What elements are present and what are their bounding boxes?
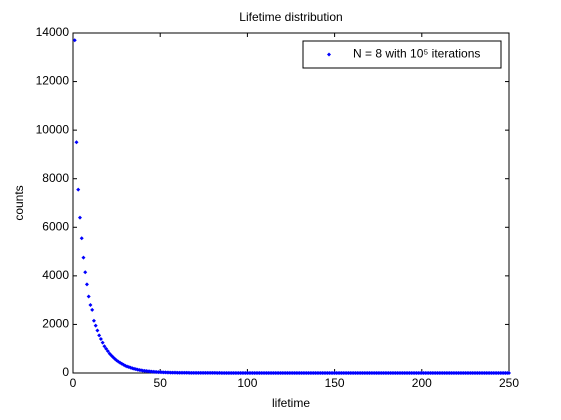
point: [91, 318, 96, 323]
point: [90, 307, 95, 312]
x-tick-label: 250: [499, 376, 519, 390]
y-tick-label: 2000: [42, 317, 69, 331]
point: [76, 187, 81, 192]
y-tick-label: 8000: [42, 171, 69, 185]
point: [97, 333, 102, 338]
point: [84, 282, 89, 287]
point: [72, 38, 77, 43]
y-tick-label: 14000: [36, 25, 70, 39]
x-axis-label: lifetime: [272, 396, 310, 410]
y-axis-label: counts: [12, 185, 26, 220]
y-tick-label: 10000: [36, 122, 70, 136]
point: [100, 340, 105, 345]
y-tick-label: 4000: [42, 268, 69, 282]
point: [88, 303, 93, 307]
point: [74, 140, 79, 145]
y-tick-label: 0: [62, 365, 69, 379]
legend-box: [302, 40, 502, 69]
point: [81, 255, 86, 260]
point: [83, 270, 88, 275]
legend-label: N = 8 with 10⁵ iterations: [353, 47, 480, 61]
point: [507, 371, 511, 375]
x-tick-label: 150: [325, 376, 345, 390]
x-tick-label: 100: [237, 376, 257, 390]
x-tick-label: 50: [154, 376, 168, 390]
point: [77, 215, 82, 220]
point: [98, 337, 103, 341]
point: [105, 349, 110, 354]
x-tick-label: 200: [412, 376, 432, 390]
point: [93, 323, 98, 328]
x-tick-label: 0: [70, 376, 77, 390]
plot-area: [72, 32, 510, 374]
point: [95, 328, 100, 333]
point: [79, 236, 84, 241]
chart-title: Lifetime distribution: [239, 10, 342, 24]
point: [102, 344, 107, 349]
y-tick-label: 6000: [42, 219, 69, 233]
legend-marker: [327, 52, 331, 57]
point: [104, 346, 109, 351]
y-tick-label: 12000: [36, 74, 70, 88]
point: [86, 294, 91, 299]
